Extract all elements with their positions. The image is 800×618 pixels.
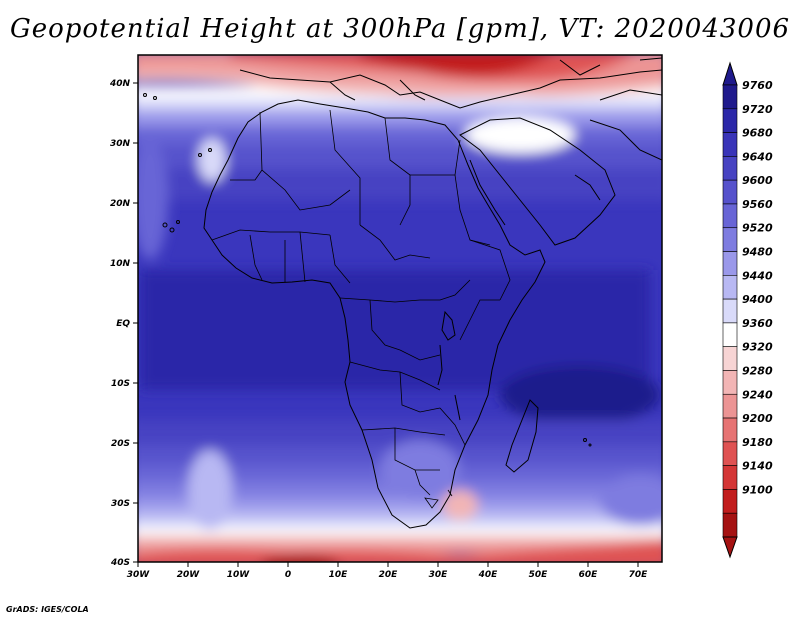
colorbar-swatch [722,512,738,538]
colorbar-label: 9400 [742,293,773,306]
lon-label: 60E [579,570,599,580]
lon-label: 30E [429,570,449,580]
colorbar-label: 9360 [742,317,773,330]
colorbar-label: 9140 [742,460,773,473]
latitude-axis: 40N 30N 20N 10N EQ 10S 20S 30S 40S [109,79,138,568]
colorbar-swatch [722,203,738,229]
lat-label: 20S [111,439,130,449]
colorbar: 9760 9720 9680 9640 9600 9560 9520 9480 9440 9400… [722,61,773,559]
lon-label: 10W [227,570,251,580]
colorbar-swatch [722,298,738,324]
colorbar-swatch [722,132,738,157]
colorbar-swatch [722,84,738,110]
lon-label: 0 [285,570,291,580]
colorbar-label: 9440 [742,269,773,282]
colorbar-swatch [722,275,738,300]
lat-label: 30N [110,139,131,149]
colorbar-swatch [722,346,738,371]
colorbar-swatch [722,465,738,490]
colorbar-label: 9760 [742,79,773,92]
colorbar-label: 9100 [742,483,773,496]
colorbar-label: 9200 [742,412,773,425]
lon-label: 50E [529,570,549,580]
lat-label: 20N [110,199,131,209]
lat-label: 40S [110,558,130,568]
colorbar-label: 9320 [742,341,773,354]
lon-label: 40E [478,570,499,580]
colorbar-label: 9680 [742,127,773,140]
lat-label: 10N [110,259,131,269]
lat-label: 30S [111,499,130,509]
colorbar-label: 9280 [742,364,773,377]
lat-label: 40N [109,79,131,89]
lon-label: 20W [177,570,201,580]
lat-label: EQ [116,319,130,329]
colorbar-swatch [722,156,738,181]
colorbar-swatch [722,417,738,443]
colorbar-bottom-arrow [722,536,738,559]
map-frame [137,54,663,563]
colorbar-top-arrow [722,61,738,86]
lon-label: 30W [127,570,151,580]
colorbar-swatch [722,322,738,347]
height-field [138,55,662,562]
map-title: Geopotential Height at 300hPa [gpm], VT:… [9,14,791,44]
colorbar-swatch [722,370,738,395]
colorbar-label: 9600 [742,174,773,187]
lon-label: 20E [379,570,399,580]
colorbar-swatch [722,179,738,205]
lat-label: 10S [111,379,130,389]
colorbar-swatch [722,108,738,133]
colorbar-label: 9720 [742,103,773,116]
colorbar-label: 9520 [742,222,773,235]
colorbar-swatch [722,441,738,466]
colorbar-swatch [722,227,738,252]
colorbar-label: 9240 [742,388,773,401]
credit-label: GrADS: IGES/COLA [6,605,89,614]
lon-label: 10E [329,570,349,580]
country-borders [211,109,511,509]
colorbar-label: 9480 [742,246,773,259]
colorbar-swatch [722,393,738,419]
longitude-axis: 30W 20W 10W 0 10E 20E 30E 40E 50E 60E 70E [127,562,648,580]
colorbar-swatch [722,489,738,514]
colorbar-label: 9180 [742,436,773,449]
colorbar-label: 9640 [742,150,773,163]
colorbar-label: 9560 [742,198,773,211]
colorbar-swatch [722,251,738,276]
lon-label: 70E [629,570,649,580]
coastlines [143,57,662,529]
